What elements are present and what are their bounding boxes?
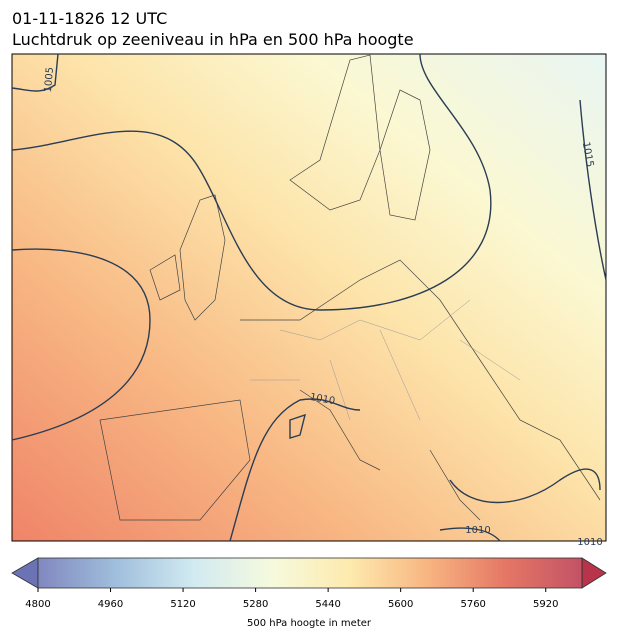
- map-background: [11, 53, 607, 542]
- contour-label: 1015: [580, 141, 595, 168]
- colorbar-label: 500 hPa hoogte in meter: [247, 618, 372, 629]
- colorbar-extend-high: [581, 557, 607, 589]
- colorbar-extend-low: [11, 557, 39, 589]
- colorbar-tick-label: 5280: [243, 599, 268, 610]
- contour-line: [579, 99, 607, 281]
- map-title: 01-11-1826 12 UTC: [12, 9, 167, 28]
- colorbar-tick-label: 5600: [388, 599, 413, 610]
- colorbar-tick-label: 4960: [98, 599, 123, 610]
- colorbar-tick-label: 4800: [25, 599, 50, 610]
- contour-label: 1010: [309, 392, 336, 407]
- colorbar-tick-label: 5920: [533, 599, 558, 610]
- contour-label: 1010: [465, 525, 490, 536]
- contour-label: 1005: [43, 67, 56, 93]
- contour-label: 1010: [577, 537, 602, 548]
- colorbar-tick-label: 5440: [315, 599, 340, 610]
- colorbar-body: [37, 557, 583, 589]
- contour-line: [11, 53, 59, 92]
- map: 1005 1015 1010 1010 1010: [11, 53, 607, 548]
- borders: [250, 299, 521, 421]
- contour-line: [11, 53, 492, 311]
- map-subtitle: Luchtdruk op zeeniveau in hPa en 500 hPa…: [12, 30, 414, 49]
- coastline: [99, 54, 601, 521]
- colorbar-tick-label: 5760: [460, 599, 485, 610]
- contour-line: [229, 398, 601, 542]
- colorbar-tick-label: 5120: [170, 599, 195, 610]
- colorbar: 4800 4960 5120 5280 5440 5600 5760 5920: [11, 557, 607, 610]
- contour-line: [11, 248, 151, 441]
